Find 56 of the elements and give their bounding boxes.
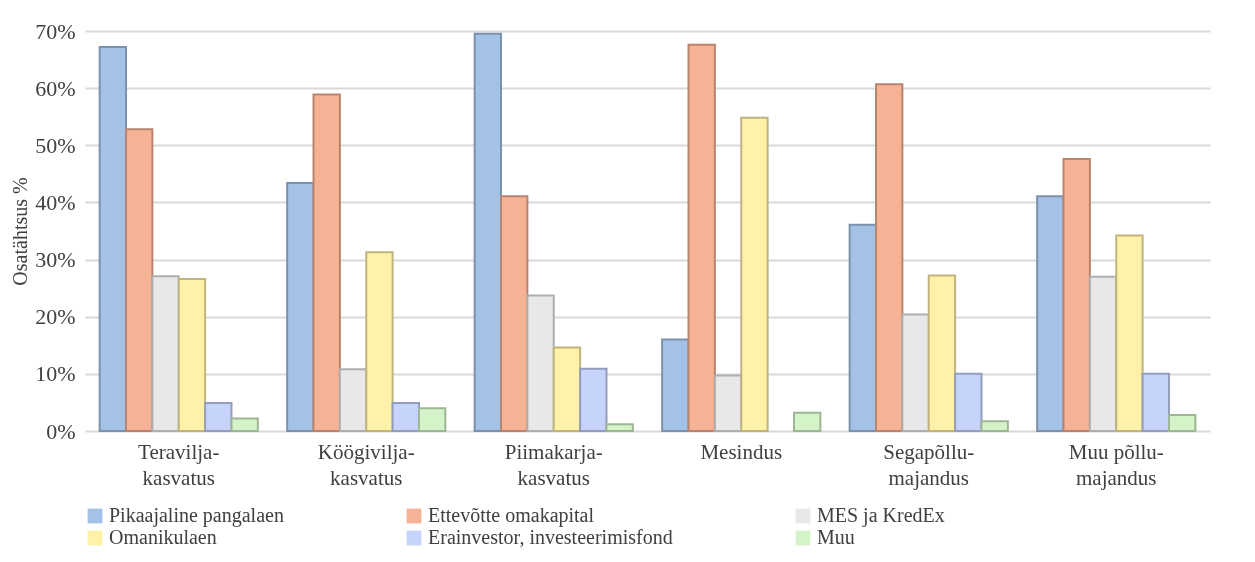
bar — [901, 313, 930, 432]
bar — [552, 346, 582, 432]
bar — [605, 423, 634, 432]
bar — [980, 420, 1009, 432]
bar — [500, 195, 529, 432]
x-tick-label: Teravilja- kasvatus — [138, 439, 220, 490]
x-tick-label: Muu põllu- majandus — [1068, 439, 1164, 490]
bar — [177, 278, 207, 432]
x-tick-label: Segapõllu- majandus — [883, 439, 975, 490]
bar — [713, 374, 743, 432]
bar — [391, 402, 420, 432]
bar — [230, 417, 259, 432]
bar — [98, 46, 128, 432]
bar — [312, 93, 341, 432]
bar — [687, 43, 716, 432]
legend-label: Pikaajaline pangalaen — [109, 504, 284, 527]
bar — [125, 128, 154, 432]
y-tick-label: 0% — [46, 418, 76, 444]
legend-label: Ettevõtte omakapital — [428, 504, 595, 527]
x-tick-label: Mesindus — [700, 439, 783, 464]
y-tick-label: 70% — [35, 18, 76, 44]
bar — [286, 182, 315, 432]
bar — [526, 294, 555, 432]
bar — [1088, 275, 1118, 432]
legend-label: MES ja KredEx — [817, 504, 945, 527]
legend-label: Omanikulaen — [109, 526, 217, 548]
y-tick-label: 10% — [35, 361, 76, 387]
y-axis-title: Osatähtsus % — [9, 177, 32, 286]
bar — [1062, 158, 1091, 432]
bar — [848, 223, 878, 432]
bar — [473, 32, 503, 432]
x-tick-label: Piimakarja- kasvatus — [504, 439, 603, 490]
bar — [792, 411, 822, 432]
bar — [875, 83, 904, 432]
bar — [338, 368, 368, 432]
bar — [151, 275, 180, 432]
bar — [740, 116, 769, 432]
bar — [1115, 234, 1144, 432]
bar — [204, 402, 233, 432]
bar — [365, 251, 394, 432]
bar — [579, 367, 608, 432]
bar — [927, 274, 957, 432]
legend-label: Erainvestor, investeerimisfond — [428, 526, 673, 548]
x-tick-label: Köögivilja- kasvatus — [317, 439, 415, 490]
y-tick-label: 60% — [35, 75, 76, 101]
legend-label: Muu — [817, 526, 855, 548]
y-tick-label: 50% — [35, 132, 76, 158]
y-tick-label: 40% — [35, 189, 76, 215]
y-tick-label: 30% — [35, 247, 76, 273]
bar — [1036, 195, 1065, 432]
y-tick-label: 20% — [35, 304, 76, 330]
bar — [954, 372, 983, 432]
bar — [1167, 414, 1197, 432]
bar — [417, 407, 447, 432]
bar — [661, 338, 690, 432]
bar — [1141, 372, 1170, 432]
